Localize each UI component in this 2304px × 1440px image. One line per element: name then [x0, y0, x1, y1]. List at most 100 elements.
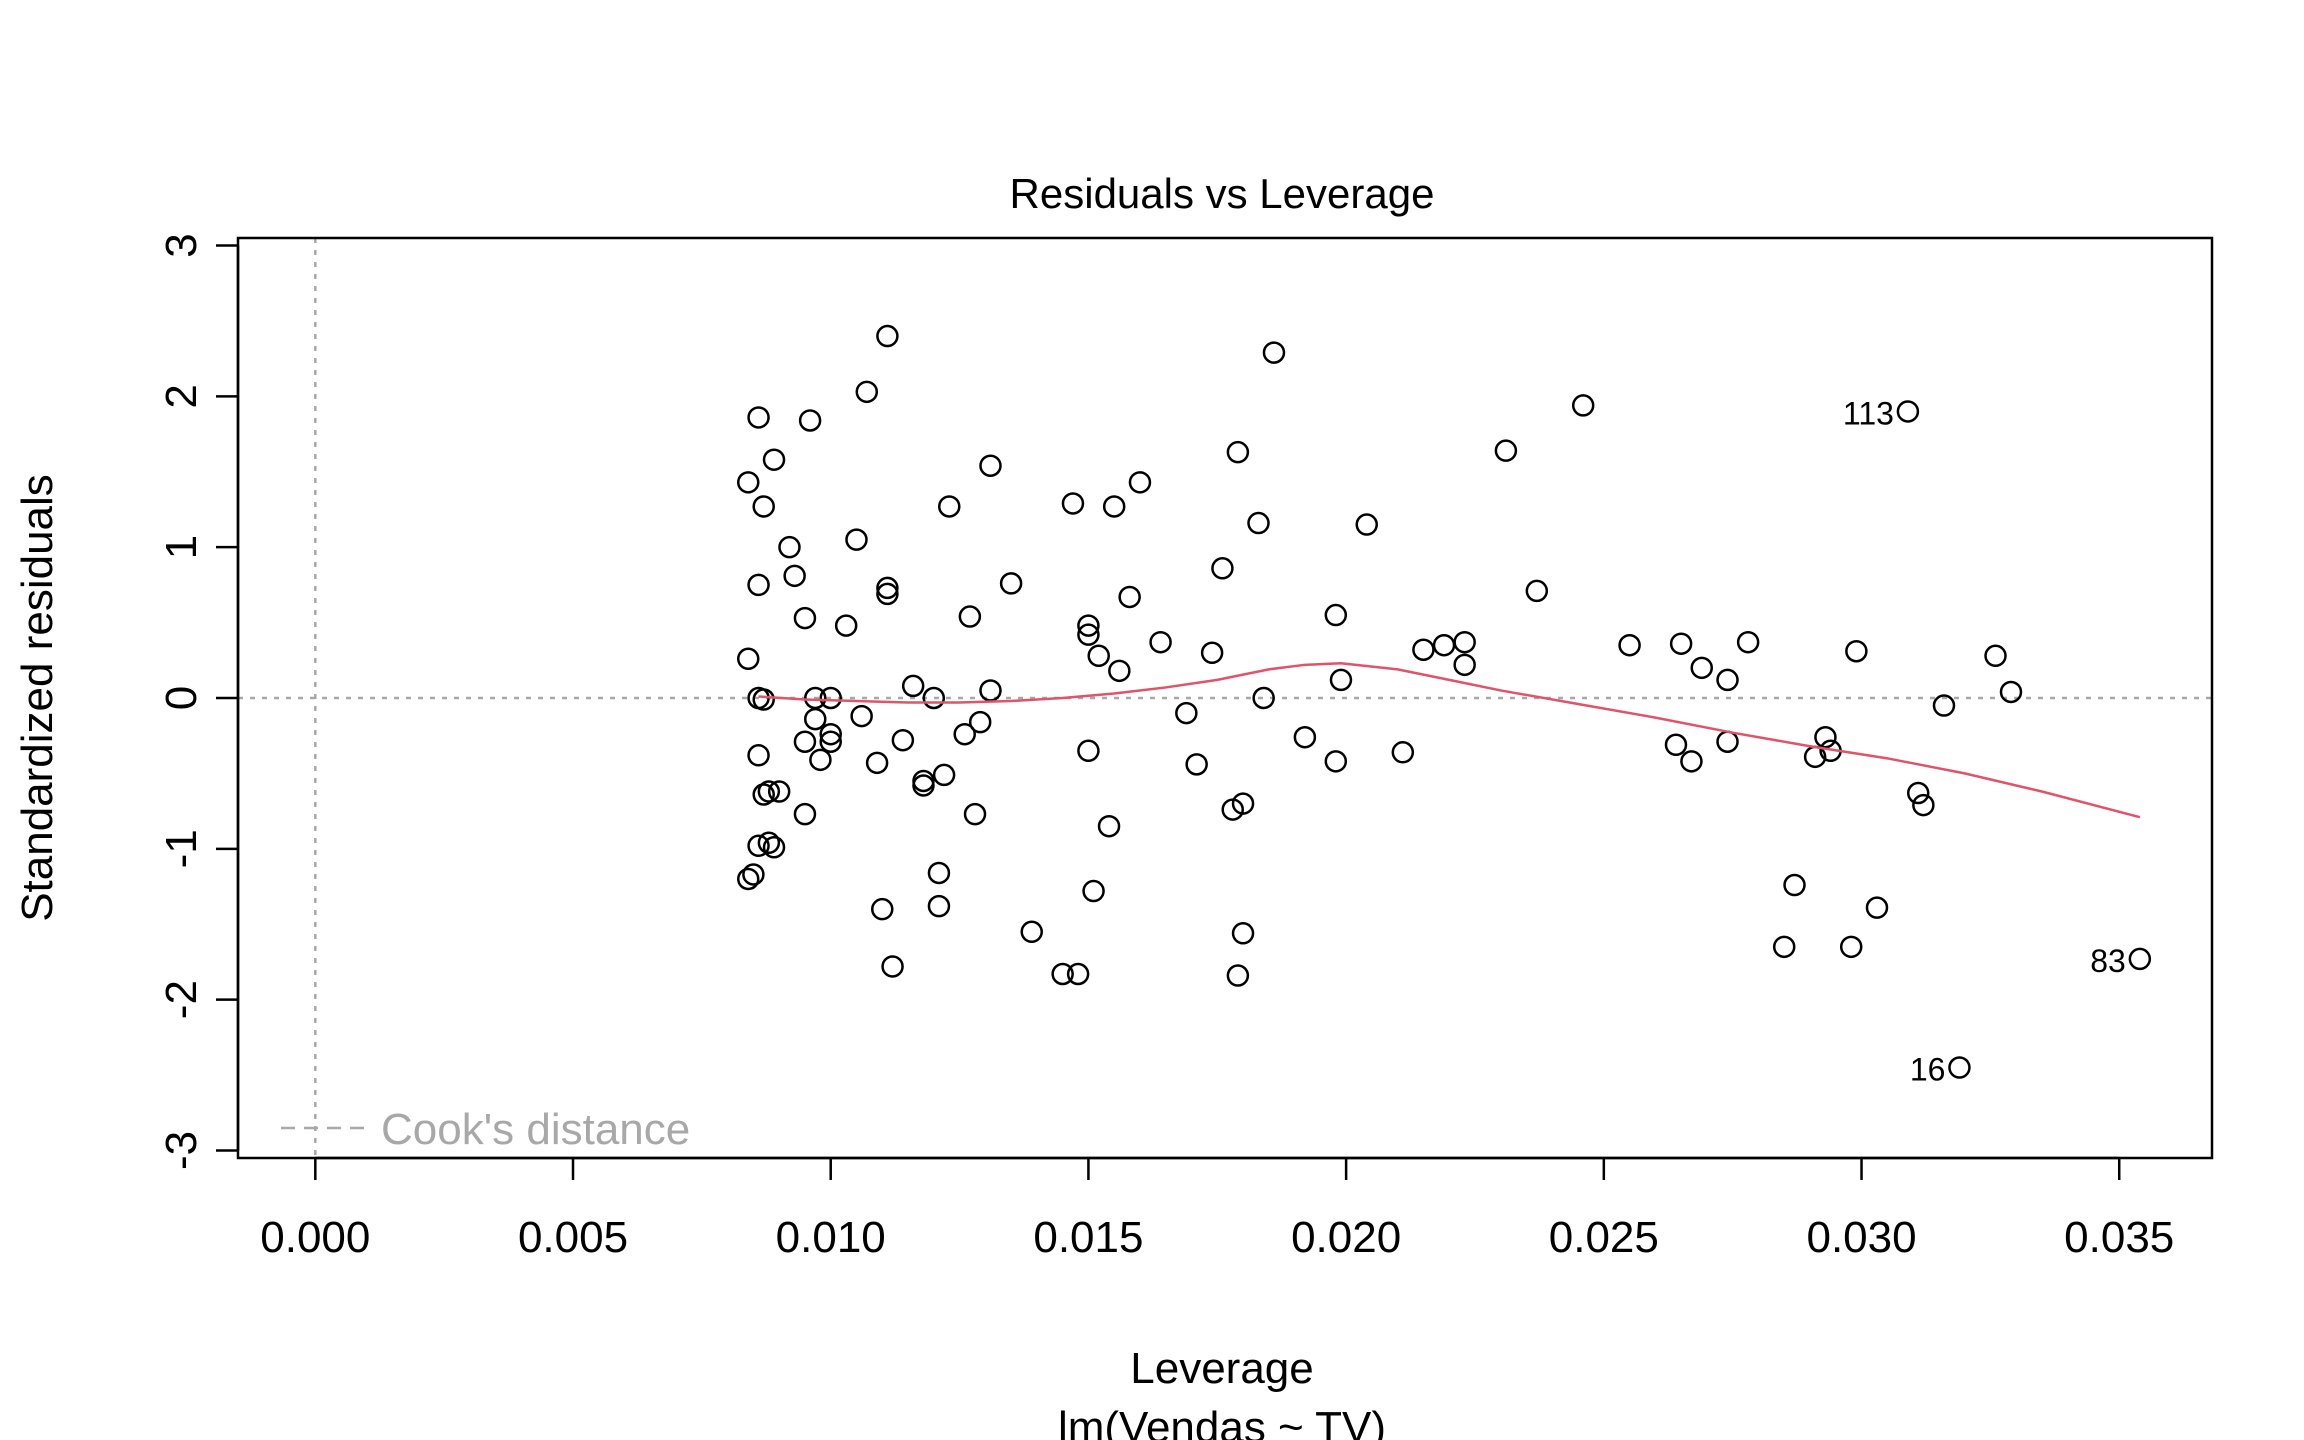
data-point [798, 409, 822, 432]
data-point [1814, 725, 1837, 749]
data-point [1077, 739, 1100, 763]
data-point [912, 769, 935, 793]
data-point [752, 495, 775, 518]
data-point [1185, 753, 1208, 776]
y-axis-label: Standardized residuals [13, 474, 62, 922]
data-point [1020, 920, 1043, 944]
data-point [1865, 896, 1889, 919]
data-point [1432, 633, 1456, 657]
data-point [1324, 603, 1348, 627]
y-tick-label: -2 [157, 980, 206, 1019]
data-point [876, 582, 899, 606]
data-point [1175, 701, 1198, 725]
data-point [809, 748, 832, 772]
data-point [927, 861, 951, 885]
x-tick-label: 0.030 [1806, 1213, 1916, 1262]
data-point [865, 751, 889, 775]
data-point [912, 774, 935, 797]
data-point [963, 802, 987, 826]
data-point [2128, 947, 2152, 971]
data-point [1571, 394, 1595, 417]
data-point [1736, 630, 1760, 654]
data-point [747, 744, 770, 767]
x-axis: 0.000 0.005 0.010 0.015 0.020 0.025 0.030 0.035 [260, 1156, 2174, 1262]
data-point [979, 454, 1002, 477]
data-point [1906, 781, 1930, 805]
data-point [804, 686, 827, 710]
data-point [1664, 733, 1688, 757]
data-point [819, 722, 842, 746]
data-point [1066, 962, 1090, 986]
y-axis: -3 -2 -1 0 1 2 3 [157, 233, 240, 1170]
data-point [979, 679, 1002, 702]
data-point [747, 573, 770, 597]
data-point [1618, 633, 1641, 657]
data-point [1669, 632, 1693, 655]
data-point [1948, 1056, 1971, 1079]
data-point [752, 783, 775, 806]
points-layer [737, 324, 2152, 1079]
data-point [747, 406, 770, 429]
data-point [1329, 668, 1353, 692]
legend: Cook's distance [281, 1105, 690, 1154]
data-point [1391, 741, 1415, 764]
data-point [958, 605, 982, 628]
x-tick-label: 0.010 [776, 1213, 886, 1262]
data-point [932, 763, 956, 787]
data-point [1200, 641, 1224, 665]
data-point [1912, 793, 1935, 817]
x-tick-label: 0.005 [518, 1213, 628, 1262]
data-point [747, 834, 770, 858]
x-tick-label: 0.020 [1291, 1213, 1401, 1262]
data-point [1412, 638, 1435, 661]
data-point [752, 688, 775, 711]
data-point [1077, 614, 1100, 637]
data-point [845, 528, 868, 551]
data-point [1293, 725, 1317, 749]
data-point [1525, 579, 1549, 603]
data-point [1061, 492, 1085, 515]
data-point [793, 802, 817, 826]
data-point [762, 448, 786, 471]
data-point [855, 380, 879, 404]
data-point [876, 576, 899, 600]
data-point [1252, 686, 1275, 710]
y-tick-label: -1 [157, 829, 206, 868]
x-tick-label: 0.000 [260, 1213, 370, 1262]
data-point [819, 730, 842, 753]
chart-title: Residuals vs Leverage [1010, 170, 1435, 217]
data-point [767, 780, 791, 803]
data-point [881, 955, 904, 978]
data-point [871, 897, 894, 921]
data-point [1247, 511, 1270, 535]
y-tick-label: -3 [157, 1131, 206, 1170]
data-point [968, 710, 992, 734]
data-point [737, 471, 760, 494]
data-point [819, 686, 842, 710]
data-point [1108, 659, 1131, 683]
data-point [1690, 656, 1713, 680]
data-point [757, 780, 781, 803]
data-point [1128, 471, 1152, 494]
chart-subtitle: lm(Vendas ~ TV) [1058, 1403, 1386, 1440]
data-point [783, 564, 806, 588]
data-point [1118, 585, 1141, 609]
data-point [1716, 668, 1739, 692]
data-point [1077, 623, 1100, 646]
data-point [901, 674, 925, 698]
data-point [1226, 440, 1250, 464]
data-point [1494, 439, 1518, 462]
data-point [1680, 750, 1703, 773]
data-point [1845, 639, 1868, 663]
point-label: 83 [2090, 943, 2126, 979]
y-tick-label: 0 [157, 686, 206, 710]
data-point [1984, 644, 2007, 668]
data-point [876, 324, 899, 348]
data-point [737, 867, 760, 891]
data-point [762, 836, 786, 859]
data-point [927, 894, 951, 918]
y-tick-label: 1 [157, 535, 206, 559]
data-point [850, 704, 873, 728]
data-point [834, 614, 858, 637]
